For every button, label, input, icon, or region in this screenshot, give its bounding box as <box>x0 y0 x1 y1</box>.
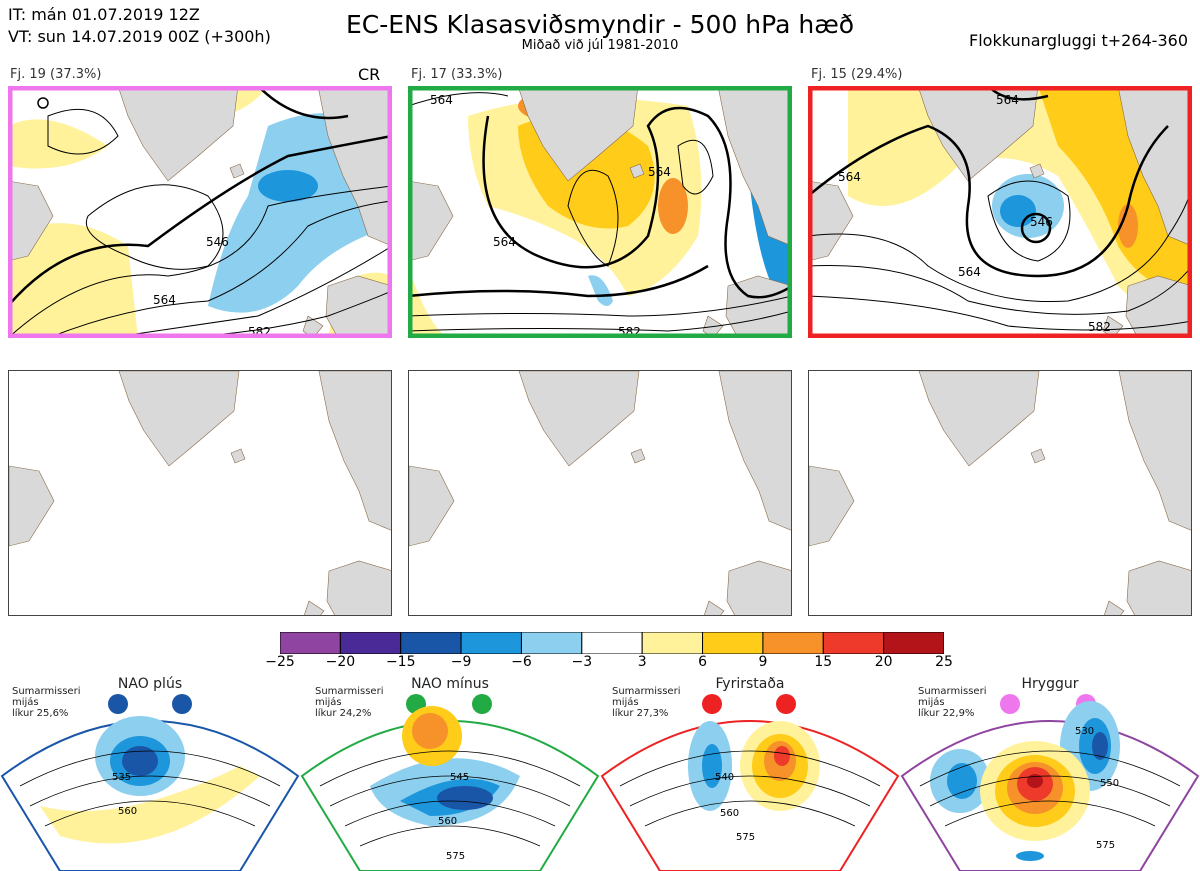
cluster-2-contour-a: 564 <box>430 93 453 107</box>
cluster-2-map[interactable]: 564 564 564 582 <box>408 86 792 338</box>
colorbar-tick: 15 <box>814 654 833 670</box>
colorbar-tick: −9 <box>450 654 472 670</box>
svg-text:550: 550 <box>1100 778 1119 789</box>
svg-text:560: 560 <box>438 816 457 827</box>
regime-info: Sumarmisseri mijás líkur 24,2% <box>315 686 384 719</box>
cluster-3-contour-c: 564 <box>958 265 981 279</box>
issue-time: IT: mán 01.07.2019 12Z <box>8 5 200 24</box>
cluster-3-frame <box>808 86 1192 338</box>
colorbar-tick: 25 <box>935 654 953 670</box>
colorbar-tick: 9 <box>758 654 768 670</box>
cluster-1-map[interactable]: 546 564 582 <box>8 86 392 338</box>
colorbar-swatch <box>641 631 704 655</box>
svg-text:575: 575 <box>736 832 755 843</box>
regime-title: Hryggur <box>1021 676 1079 692</box>
regime-ridge: Hryggur Sumarmisseri mijás líkur 22,9% 530… <box>900 676 1200 871</box>
cluster-1-contour-546: 546 <box>206 235 229 249</box>
cluster-3-contour-546: 546 <box>1030 215 1053 229</box>
cluster-2-contour-b: 564 <box>493 235 516 249</box>
regime-dot <box>108 694 128 714</box>
colorbar-swatch <box>702 631 764 655</box>
svg-text:575: 575 <box>1096 840 1115 851</box>
empty-map-3 <box>808 370 1192 616</box>
colorbar-swatch <box>822 631 885 655</box>
colorbar-swatch <box>460 631 522 655</box>
colorbar-tick: −15 <box>385 654 416 670</box>
colorbar-tick: −3 <box>571 654 593 670</box>
colorbar-swatch <box>279 631 341 655</box>
svg-text:545: 545 <box>450 772 469 783</box>
cluster-2-frame <box>408 86 792 338</box>
regime-title: NAO mínus <box>411 676 489 692</box>
cluster-1-frame <box>8 86 392 338</box>
regime-nao-plus: NAO plús Sumarmisseri mijás líkur 25,6% 53… <box>0 676 300 871</box>
colorbar-swatch <box>400 631 462 655</box>
regime-nao-minus: NAO mínus Sumarmisseri mijás líkur 24,2% 5… <box>300 676 600 871</box>
colorbar-tick: −20 <box>325 654 356 670</box>
cluster-3-contour-d: 564 <box>838 170 861 184</box>
cluster-2-label: Fj. 17 (33.3%) <box>411 67 503 82</box>
cluster-3-contour-582: 582 <box>1088 320 1111 334</box>
colorbar-tick: 3 <box>637 654 647 670</box>
colorbar-swatch <box>520 631 583 655</box>
colorbar-swatch <box>762 631 824 655</box>
colorbar-swatch <box>581 631 643 655</box>
cluster-1-contour-564: 564 <box>153 293 176 307</box>
regime-info: Sumarmisseri mijás líkur 25,6% <box>12 686 81 719</box>
svg-text:530: 530 <box>1075 726 1094 737</box>
svg-text:540: 540 <box>715 772 734 783</box>
svg-text:560: 560 <box>118 806 137 817</box>
cluster-1-badge: CR <box>358 65 381 84</box>
cluster-3-label: Fj. 15 (29.4%) <box>811 67 903 82</box>
header-info: IT: mán 01.07.2019 12Z VT: sun 14.07.201… <box>8 4 271 48</box>
colorbar-swatch <box>339 631 402 655</box>
colorbar-swatch <box>883 631 945 655</box>
page-subtitle: Miðað við júl 1981-2010 <box>521 38 679 53</box>
colorbar-tick: −6 <box>511 654 532 670</box>
regime-title: NAO plús <box>117 676 183 692</box>
svg-text:535: 535 <box>112 772 131 783</box>
cluster-3-map[interactable]: 564 546 564 564 582 <box>808 86 1192 338</box>
cluster-2-contour-c: 564 <box>648 165 671 179</box>
empty-map-2 <box>408 370 792 616</box>
regime-blocking: Fyrirstaða Sumarmisseri mijás líkur 27,3% … <box>600 676 900 871</box>
regime-dot <box>172 694 192 714</box>
colorbar-tick: 6 <box>698 654 707 670</box>
cluster-1-label: Fj. 19 (37.3%) <box>10 67 102 82</box>
valid-time: VT: sun 14.07.2019 00Z (+300h) <box>8 27 271 46</box>
regime-info: Sumarmisseri mijás líkur 27,3% <box>612 686 681 719</box>
colorbar <box>279 631 945 658</box>
cluster-3-contour-a: 564 <box>996 93 1019 107</box>
regime-title: Fyrirstaða <box>715 676 785 692</box>
svg-text:575: 575 <box>446 851 465 862</box>
regime-info: Sumarmisseri mijás líkur 22,9% <box>918 686 987 719</box>
svg-text:560: 560 <box>720 808 739 819</box>
classification-window: Flokkunargluggi t+264-360 <box>969 31 1188 50</box>
empty-map-1 <box>8 370 392 616</box>
colorbar-tick: 20 <box>874 654 893 670</box>
colorbar-tick: −25 <box>265 654 295 670</box>
page-title: EC-ENS Klasasviðsmyndir - 500 hPa hæð <box>345 10 855 39</box>
